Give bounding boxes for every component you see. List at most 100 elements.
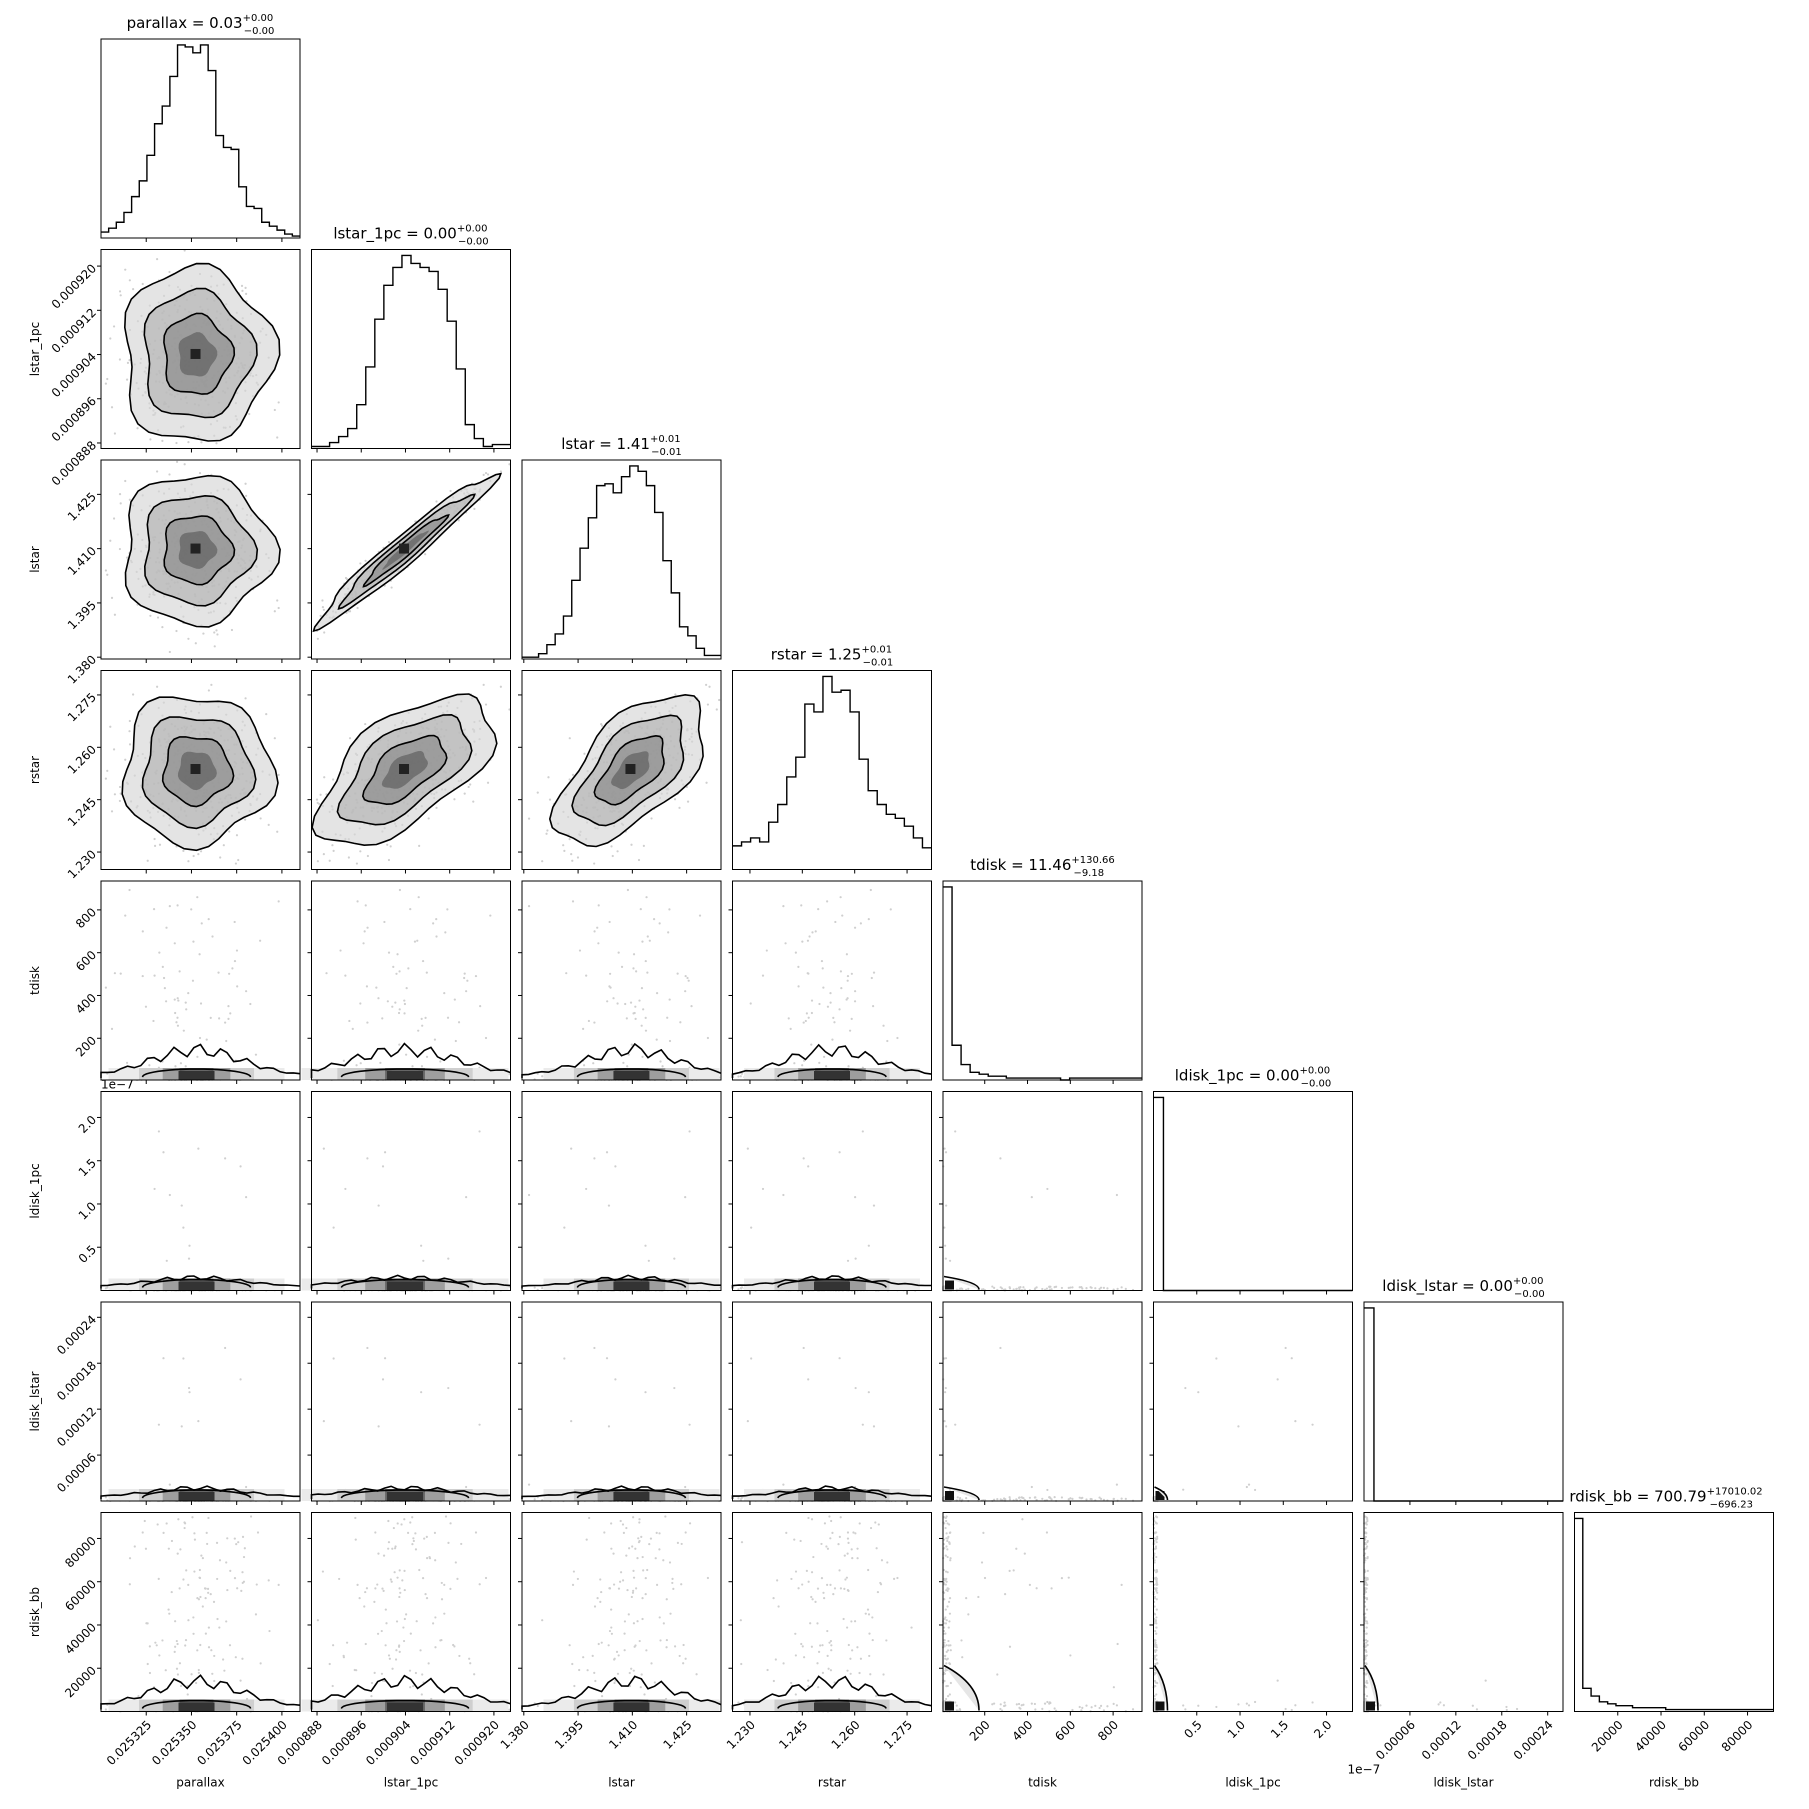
- sample-point: [112, 325, 116, 328]
- sample-point: [850, 1017, 853, 1021]
- sample-point: [118, 358, 122, 361]
- sample-point: [156, 470, 159, 473]
- sample-point: [810, 1043, 813, 1046]
- sample-point: [106, 377, 109, 381]
- sample-point: [219, 856, 222, 859]
- density-peak: [625, 764, 636, 774]
- sample-point: [364, 904, 367, 907]
- sample-point: [234, 862, 238, 865]
- sample-point: [216, 633, 219, 636]
- sample-point: [872, 971, 876, 974]
- hist-step-line: [943, 886, 1142, 1081]
- sample-point: [244, 482, 247, 485]
- sample-point: [187, 637, 190, 640]
- sample-point: [413, 940, 417, 943]
- sample-point: [467, 785, 470, 789]
- hist-bar: [630, 466, 638, 659]
- hist-bar: [1583, 1688, 1591, 1711]
- sample-point: [810, 1011, 813, 1015]
- sample-point: [241, 289, 244, 292]
- sample-point: [109, 337, 112, 340]
- sample-point: [128, 730, 131, 733]
- sample-point: [175, 441, 178, 445]
- sample-point: [446, 908, 449, 911]
- hist-bar: [201, 45, 209, 238]
- sample-point: [149, 438, 152, 441]
- sample-point: [168, 904, 171, 908]
- hist-bar: [742, 842, 751, 870]
- sample-point: [227, 1005, 230, 1008]
- sample-point: [625, 1017, 628, 1020]
- sample-point: [339, 949, 342, 952]
- hist-bar: [787, 777, 796, 870]
- sample-point: [156, 258, 159, 261]
- sample-point: [606, 1000, 609, 1003]
- sample-point: [547, 776, 550, 779]
- axes-frame: [732, 670, 932, 870]
- sample-point: [351, 1027, 354, 1031]
- sample-point: [196, 896, 199, 899]
- sample-point: [379, 1061, 382, 1064]
- hist-bar: [339, 437, 348, 449]
- hist-bar: [688, 636, 696, 659]
- sample-point: [359, 1002, 362, 1005]
- hist-step-line: [1153, 1096, 1353, 1292]
- sample-point: [249, 1002, 252, 1006]
- hist-bar: [832, 692, 841, 869]
- sample-point: [616, 850, 619, 853]
- sample-point: [853, 1000, 857, 1003]
- hist-bar: [555, 634, 563, 659]
- sample-point: [466, 979, 469, 982]
- sample-point: [188, 1244, 191, 1247]
- sample-point: [391, 1005, 394, 1008]
- hist-bar: [796, 757, 805, 869]
- sample-point: [765, 949, 768, 952]
- sample-point: [804, 1019, 807, 1023]
- hist-bar: [438, 289, 447, 448]
- sample-point: [705, 781, 708, 784]
- hist-bar: [193, 53, 201, 238]
- hist-panel-ldisk-1pc: ldisk_1pc = 0.00+0.00 −0.00: [1153, 1066, 1353, 1292]
- hist-bar: [101, 232, 109, 238]
- sample-point: [463, 972, 466, 975]
- sample-point: [568, 778, 571, 781]
- sample-point: [658, 922, 661, 925]
- hist-bar: [539, 654, 547, 659]
- sample-point: [634, 1017, 637, 1021]
- sample-point: [847, 1065, 850, 1068]
- sample-point: [233, 959, 237, 963]
- sample-point: [420, 1017, 423, 1021]
- sample-point: [820, 959, 824, 963]
- sample-point: [641, 1055, 644, 1058]
- sample-point: [612, 997, 615, 1000]
- sample-point: [240, 284, 244, 287]
- hist-bar: [655, 512, 663, 659]
- sample-point: [403, 1012, 406, 1015]
- sample-point: [359, 562, 362, 565]
- hist-bar: [622, 477, 630, 659]
- hist-bar: [814, 712, 823, 870]
- sample-point: [801, 1064, 804, 1067]
- sample-point: [838, 1008, 841, 1011]
- hist-bar: [605, 484, 613, 659]
- sample-point: [125, 1061, 129, 1064]
- sample-point: [362, 942, 365, 945]
- sample-point: [152, 908, 156, 911]
- sample-point: [244, 818, 247, 821]
- sample-point: [132, 288, 135, 291]
- hist-bar: [952, 1045, 961, 1080]
- hist-step-line: [311, 254, 511, 448]
- sample-point: [484, 1036, 488, 1040]
- sample-point: [576, 856, 580, 859]
- hist-bar: [823, 676, 832, 869]
- sample-point: [610, 845, 613, 848]
- sample-point: [457, 1021, 461, 1024]
- sample-point: [235, 949, 239, 952]
- sample-point: [453, 798, 456, 801]
- sample-point: [472, 800, 475, 803]
- sample-point: [187, 441, 190, 444]
- hist-bar: [1616, 1706, 1624, 1712]
- sample-point: [644, 959, 647, 963]
- sample-point: [164, 1000, 168, 1003]
- sample-point: [225, 1039, 228, 1043]
